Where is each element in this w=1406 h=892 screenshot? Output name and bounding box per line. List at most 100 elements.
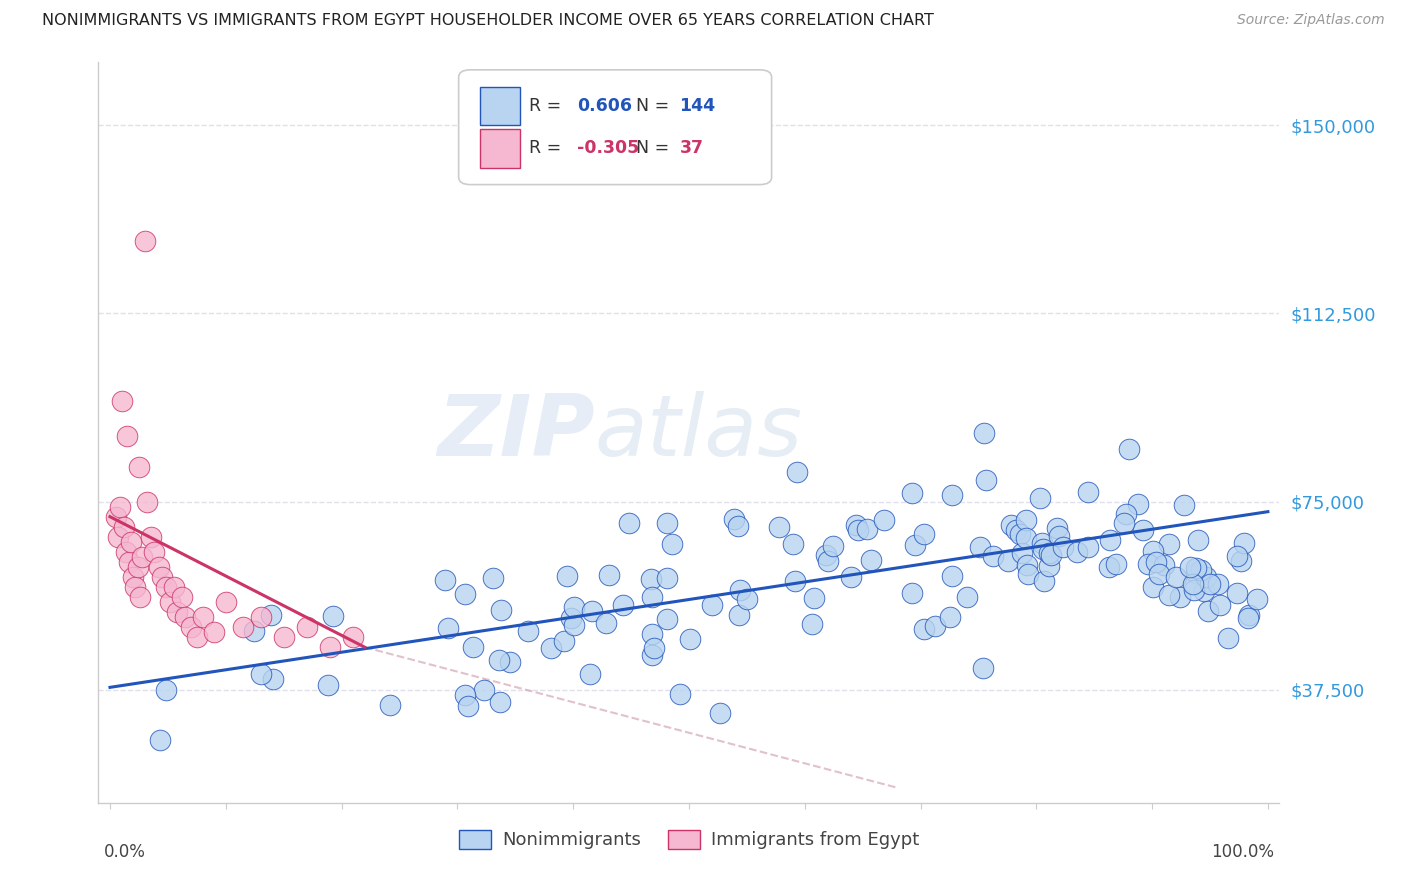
Point [295,620,318,634]
Point [562,600,585,615]
Point [1118,442,1140,457]
Point [128,459,150,474]
Point [782,536,804,550]
Point [578,666,600,681]
Point [709,706,731,720]
Point [941,488,963,502]
Point [107,530,129,544]
Point [124,580,146,594]
Text: R =: R = [530,139,567,157]
Point [904,538,927,552]
Point [472,682,495,697]
Point [260,607,283,622]
Point [1182,582,1205,597]
Point [702,598,724,612]
Point [131,549,153,564]
Text: -0.305: -0.305 [576,139,638,157]
Point [912,527,935,541]
Point [1136,557,1159,571]
Point [1218,631,1240,645]
Point [1032,541,1054,556]
Point [322,608,344,623]
Point [581,603,603,617]
Point [134,234,156,248]
Point [437,621,460,635]
Point [924,619,946,633]
Point [186,630,208,644]
Point [839,570,862,584]
Point [433,573,456,587]
Point [129,590,152,604]
Point [900,585,922,599]
Point [655,571,678,585]
Point [461,640,484,654]
Text: 100.0%: 100.0% [1211,843,1274,861]
Point [1144,555,1167,569]
Point [1159,588,1181,602]
Point [319,640,342,655]
Point [273,630,295,644]
Point [1147,566,1170,581]
Point [1246,591,1268,606]
Point [1066,545,1088,559]
Point [191,610,214,624]
Point [149,733,172,747]
Point [1011,546,1033,560]
Point [1017,567,1039,582]
Point [555,569,578,583]
Point [981,549,1004,563]
Point [1098,559,1121,574]
Point [1099,533,1122,547]
Point [1132,523,1154,537]
Point [380,698,402,712]
Text: R =: R = [530,97,567,115]
FancyBboxPatch shape [458,70,772,185]
Point [901,486,924,500]
Point [117,429,139,443]
Point [553,634,575,648]
Point [562,617,585,632]
Point [1033,574,1056,589]
Point [860,553,883,567]
Point [1232,536,1254,550]
Point [250,667,273,681]
Text: NONIMMIGRANTS VS IMMIGRANTS FROM EGYPT HOUSEHOLDER INCOME OVER 65 YEARS CORRELAT: NONIMMIGRANTS VS IMMIGRANTS FROM EGYPT H… [42,13,934,29]
Point [489,695,512,709]
Point [1153,558,1175,573]
Point [150,570,173,584]
Point [786,465,808,479]
Point [912,622,935,636]
Point [1237,611,1260,625]
Point [139,530,162,544]
Point [1126,497,1149,511]
Point [499,655,522,669]
Point [1038,559,1060,574]
Point [1187,533,1209,548]
Point [1184,560,1206,574]
Point [641,648,664,663]
Point [1226,585,1249,599]
Point [1164,570,1187,584]
Point [821,540,844,554]
Text: 144: 144 [679,97,716,115]
Point [846,524,869,538]
Point [1039,549,1062,563]
Point [1178,559,1201,574]
Point [997,554,1019,568]
Point [249,610,271,624]
Text: N =: N = [636,97,675,115]
Point [1239,607,1261,622]
Text: atlas: atlas [595,391,803,475]
Point [1206,576,1229,591]
FancyBboxPatch shape [479,129,520,168]
Point [117,555,139,569]
Point [1157,537,1180,551]
Text: N =: N = [636,139,675,157]
Point [856,522,879,536]
Point [969,540,991,554]
Point [668,687,690,701]
Point [815,548,838,562]
Text: 37: 37 [679,139,703,157]
FancyBboxPatch shape [479,87,520,126]
Point [845,517,868,532]
